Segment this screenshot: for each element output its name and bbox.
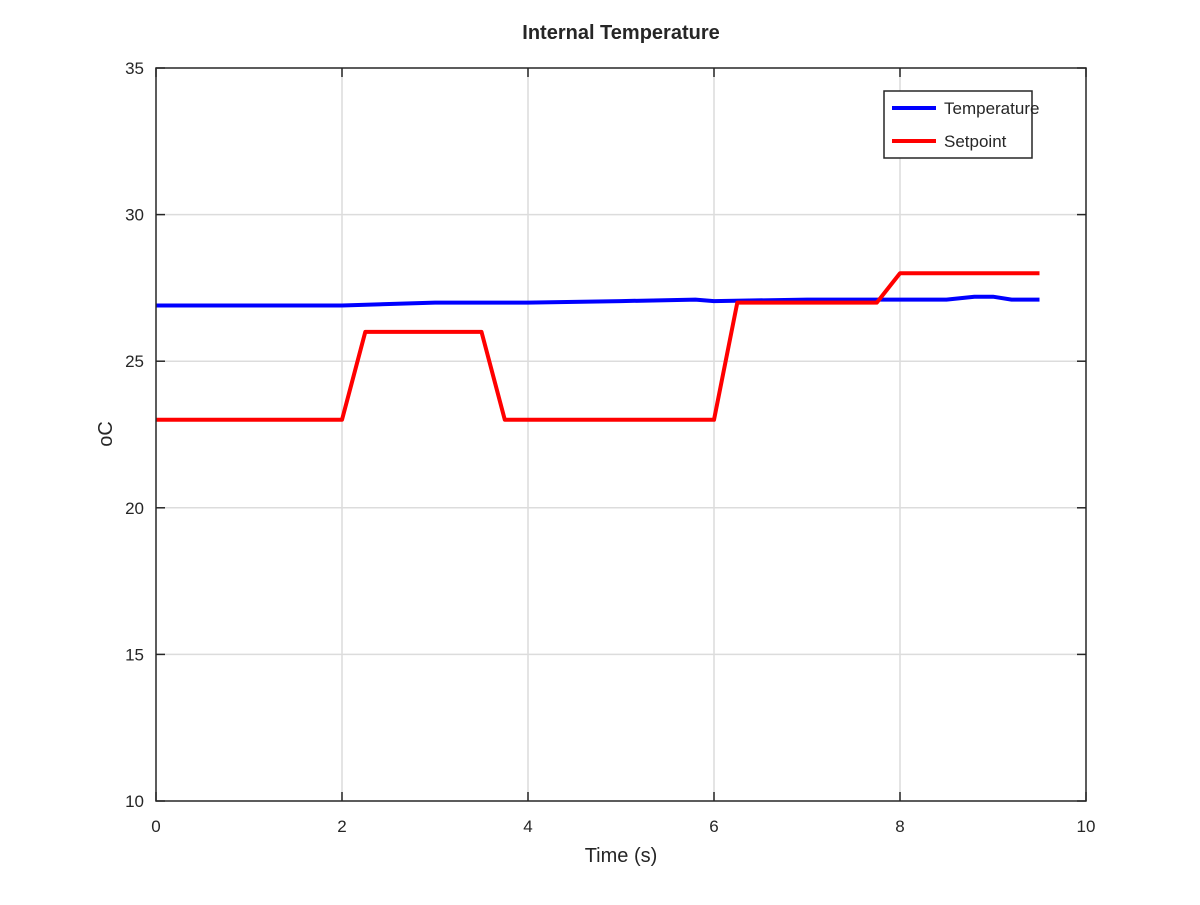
x-tick-label: 2 (337, 817, 346, 836)
legend-box (883, 90, 1033, 159)
series-line-temperature (156, 294, 1040, 308)
chart-title: Internal Temperature (522, 22, 719, 44)
x-axis-label: Time (s) (585, 845, 658, 867)
x-tick-label: 8 (895, 817, 904, 836)
y-tick-label: 15 (125, 645, 144, 664)
axis-ticks: 0 2 4 6 8 10 10 15 20 25 30 35 (125, 59, 1095, 836)
y-tick-label: 20 (125, 499, 144, 518)
legend-label-temperature: Temperature (944, 99, 1039, 118)
grid-lines (156, 68, 1086, 801)
y-tick-label: 35 (125, 59, 144, 78)
x-tick-label: 6 (709, 817, 718, 836)
legend: Temperature Setpoint (883, 90, 1039, 159)
plot-series (156, 271, 1040, 422)
x-tick-label: 0 (151, 817, 160, 836)
axes-box (155, 67, 1087, 802)
y-tick-label: 30 (125, 206, 144, 225)
y-axis-label: oC (95, 421, 117, 447)
legend-label-setpoint: Setpoint (944, 132, 1007, 151)
y-tick-label: 10 (125, 792, 144, 811)
y-tick-label: 25 (125, 352, 144, 371)
series-line-setpoint (156, 271, 1040, 422)
x-tick-label: 10 (1077, 817, 1096, 836)
x-tick-label: 4 (523, 817, 532, 836)
